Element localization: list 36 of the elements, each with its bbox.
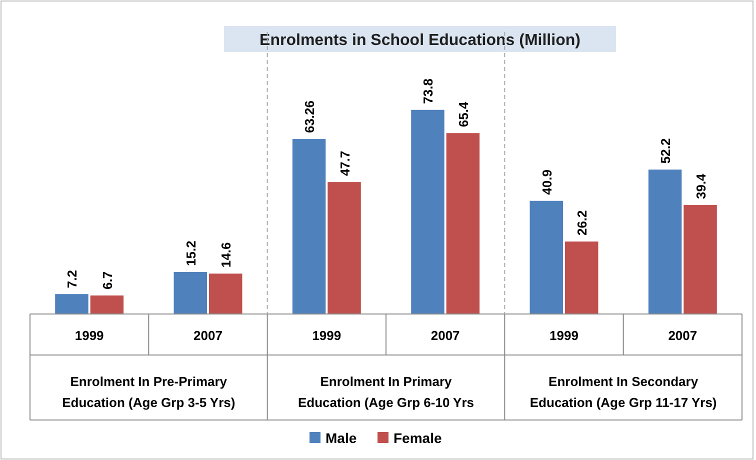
bar [565,242,598,314]
x-tick-label: 1999 [550,328,578,343]
x-tick-label: 1999 [74,328,104,343]
bar [209,274,242,314]
x-tick-label: 2007 [194,328,222,343]
bar [411,110,444,314]
data-label: 39.4 [693,172,708,200]
bar [648,170,682,314]
x-tick-label: 1999 [312,328,342,343]
chart-title: Enrolments in School Educations (Million) [260,32,580,49]
data-label: 6.7 [100,271,115,290]
text: Enrolment In Primary Education (Age Grp 6-10 Yrs [298,374,474,410]
data-label: 73.8 [420,78,436,104]
bar [90,295,124,314]
data-label: 26.2 [574,210,590,236]
data-label: 47.7 [337,150,352,176]
legend-label: Female [394,430,442,446]
bar [174,272,207,314]
x-tick-label: 2007 [668,328,698,343]
data-label: 7.2 [64,270,80,288]
bar [292,139,326,314]
text: Enrolment In Secondary Education (Age Grp 11-17 Yrs) [530,374,717,410]
data-label: 52.2 [658,138,674,164]
data-label: 40.9 [539,170,554,195]
legend-label: Male [326,430,357,446]
bar [55,294,88,314]
data-label: 15.2 [183,240,198,266]
text: Enrolment In Pre-Primary Education (Age Grp 3-5 Yrs) [62,374,236,410]
bar [328,182,361,314]
data-label: 14.6 [218,242,234,268]
bar [684,205,717,314]
x-tick-label: 2007 [430,328,460,343]
bar [446,133,480,314]
data-label: 65.4 [456,101,471,128]
bar [530,200,563,314]
data-label: 63.26 [302,100,318,134]
